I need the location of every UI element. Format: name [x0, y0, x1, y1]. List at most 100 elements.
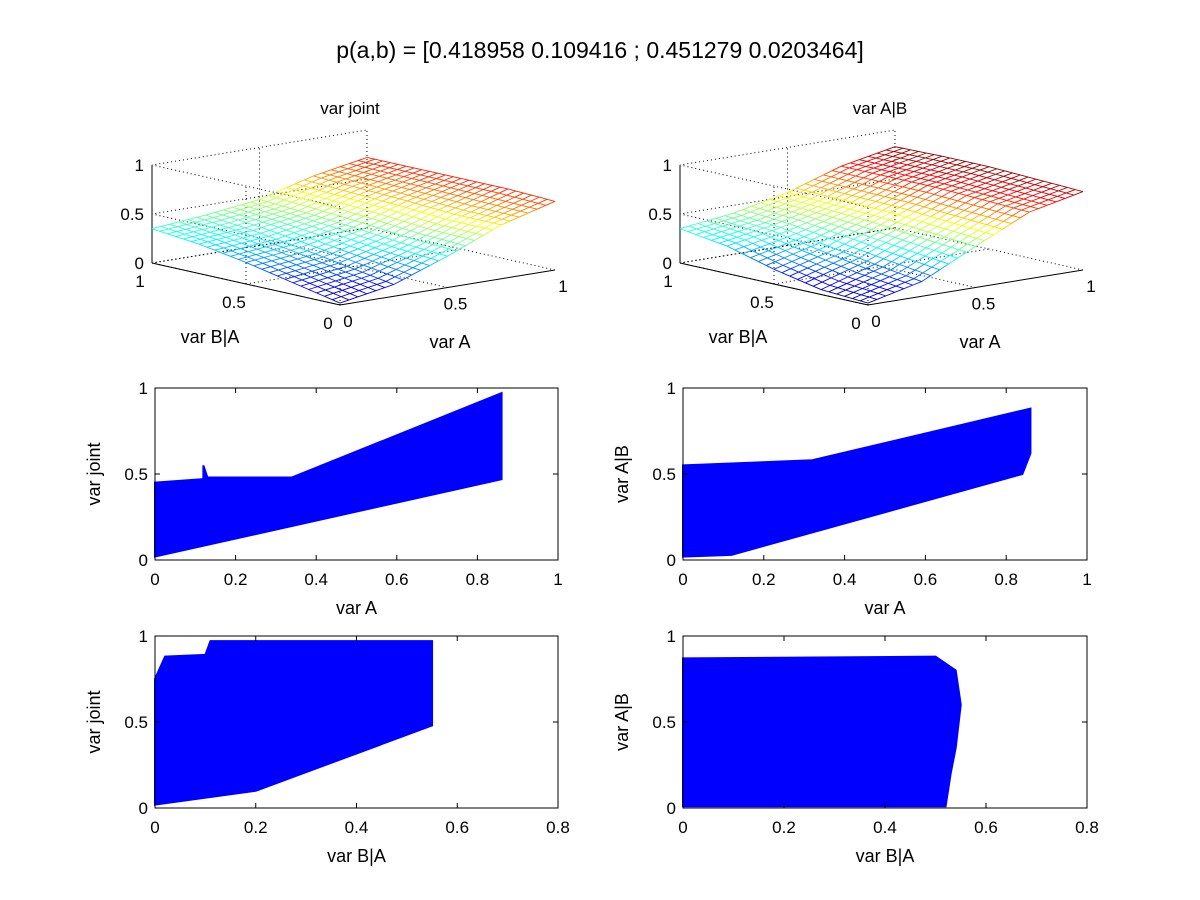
mesh-line — [814, 220, 824, 226]
mesh-line — [412, 169, 422, 174]
mesh-line — [852, 246, 861, 251]
mesh-line — [497, 198, 506, 202]
mesh-line — [324, 292, 334, 297]
mesh-line — [838, 178, 847, 182]
mesh-line — [277, 272, 287, 277]
mesh-line — [861, 294, 870, 298]
mesh-line — [335, 187, 344, 191]
mesh-line — [912, 281, 922, 286]
mesh-line — [895, 285, 904, 290]
mesh-line — [219, 227, 229, 231]
mesh-line — [834, 255, 843, 260]
mesh-line — [529, 202, 539, 208]
mesh-line — [418, 228, 428, 234]
mesh-line — [892, 193, 902, 199]
mesh-line — [929, 174, 938, 178]
mesh-line — [838, 221, 849, 227]
mesh-line — [853, 234, 863, 240]
mesh-line — [833, 258, 843, 264]
mesh-line — [285, 193, 294, 197]
mesh-line — [380, 263, 389, 268]
mesh-line — [406, 165, 415, 169]
x-axis-label: var A — [429, 332, 470, 352]
mesh-line — [434, 189, 443, 193]
mesh-line — [327, 181, 337, 187]
mesh-line — [291, 244, 300, 249]
mesh-line — [463, 209, 472, 213]
mesh-line — [375, 237, 386, 242]
mesh-line — [475, 232, 484, 236]
mesh-line — [411, 178, 420, 181]
mesh-line — [767, 257, 776, 263]
mesh-line — [495, 211, 504, 214]
mesh-line — [854, 285, 863, 289]
figure-suptitle: p(a,b) = [0.418958 0.109416 ; 0.451279 0… — [336, 37, 864, 63]
mesh-line — [368, 227, 379, 233]
mesh-line — [741, 215, 750, 219]
mesh-line — [432, 244, 441, 248]
mesh-line — [326, 191, 335, 195]
mesh-line — [876, 149, 887, 154]
mesh-line — [305, 214, 315, 219]
mesh-line — [888, 172, 898, 178]
mesh-line — [736, 233, 747, 238]
mesh-line — [332, 206, 341, 210]
mesh-line — [854, 231, 863, 235]
mesh-line — [988, 203, 999, 210]
mesh-line — [807, 212, 817, 217]
mesh-line — [341, 198, 351, 204]
mesh-line — [337, 222, 346, 226]
mesh-line — [191, 238, 201, 242]
mesh-line — [918, 244, 927, 249]
mesh-line — [364, 254, 374, 259]
mesh-line — [890, 264, 900, 271]
mesh-line — [936, 178, 946, 183]
mesh-line — [968, 235, 977, 239]
mesh-line — [365, 247, 375, 253]
mesh-line — [726, 245, 736, 251]
mesh-line — [847, 173, 856, 177]
mesh-line — [855, 224, 864, 228]
mesh-line — [420, 265, 430, 271]
mesh-line — [825, 204, 835, 210]
mesh-line — [1055, 198, 1066, 203]
mesh-line — [988, 208, 997, 212]
mesh-line — [311, 226, 321, 230]
mesh-line — [981, 206, 990, 210]
mesh-line — [348, 163, 358, 166]
mesh-line — [780, 223, 790, 228]
mesh-line — [839, 269, 850, 275]
mesh-line — [778, 236, 788, 241]
mesh-line — [453, 176, 462, 179]
mesh-line — [397, 165, 407, 170]
mesh-line — [970, 219, 979, 223]
mesh-line — [160, 225, 169, 230]
mesh-line — [797, 274, 807, 280]
mesh-line — [341, 249, 350, 253]
mesh-line — [998, 197, 1007, 201]
mesh-line — [459, 179, 470, 185]
x-tick-label: 0.6 — [385, 570, 409, 589]
mesh-line — [1033, 189, 1042, 193]
mesh-line — [467, 231, 476, 234]
mesh-line — [713, 228, 722, 233]
mesh-line — [828, 184, 839, 191]
mesh-line — [819, 189, 830, 195]
mesh-line — [330, 208, 341, 214]
mesh-line — [374, 194, 384, 200]
mesh-line — [403, 220, 412, 225]
mesh-line — [745, 233, 755, 238]
mesh-line — [357, 157, 368, 161]
mesh-line — [781, 220, 790, 225]
mesh-line — [799, 264, 808, 269]
mesh-line — [850, 159, 860, 164]
mesh-line — [329, 171, 340, 176]
mesh-line — [871, 174, 881, 181]
mesh-line — [302, 273, 312, 278]
mesh-line — [873, 164, 883, 169]
mesh-line — [820, 234, 830, 239]
mesh-line — [300, 241, 309, 245]
mesh-line — [722, 225, 731, 230]
mesh-line — [741, 211, 751, 216]
mesh-line — [1049, 193, 1058, 197]
